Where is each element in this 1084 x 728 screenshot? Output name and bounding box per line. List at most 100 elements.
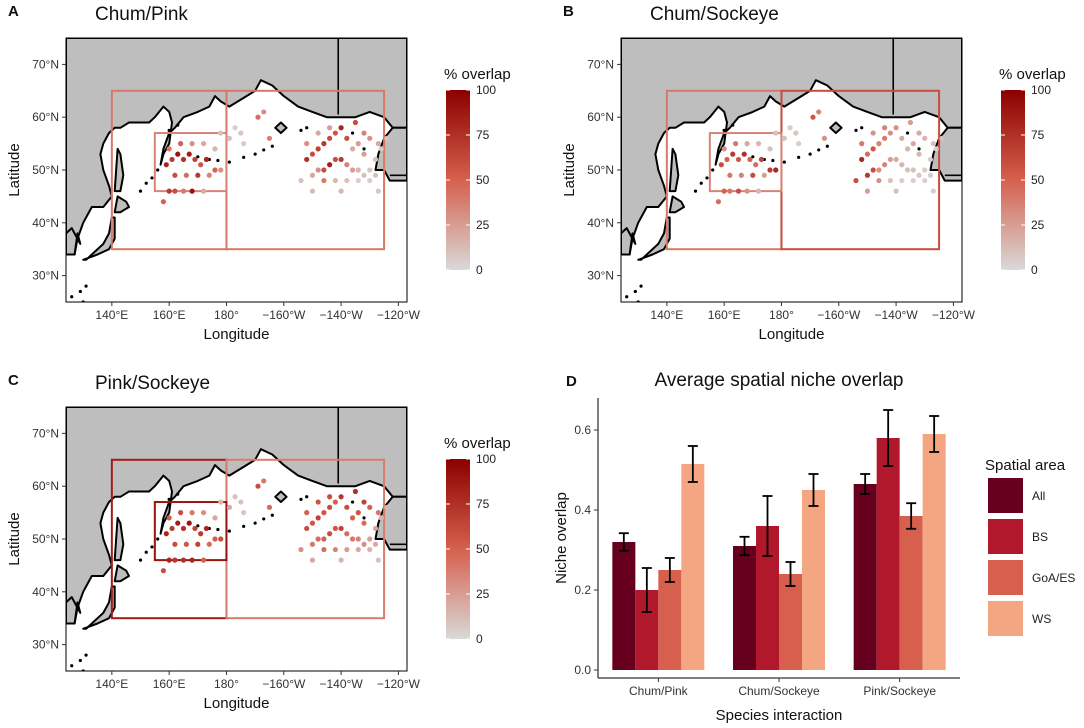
overlap-point (349, 515, 356, 521)
overlap-point (910, 141, 916, 147)
island-mark (167, 128, 171, 132)
x-tick-label: 180° (214, 677, 239, 691)
overlap-point (172, 172, 178, 178)
map-geography (66, 407, 407, 671)
overlap-point (882, 162, 888, 168)
island-mark (70, 295, 74, 299)
overlap-point (332, 156, 338, 163)
overlap-point (922, 177, 928, 184)
island-mark (825, 144, 829, 148)
overlap-point (930, 141, 936, 147)
overlap-point (327, 162, 333, 168)
x-axis-label: Species interaction (716, 707, 843, 724)
island-mark (138, 189, 143, 193)
y-axis-label: Latitude (6, 143, 23, 196)
overlap-point (904, 146, 911, 152)
overlap-point (355, 177, 361, 184)
island-mark (299, 128, 303, 132)
overlap-point (344, 546, 350, 553)
y-tick-label: 40°N (587, 216, 614, 230)
bar-goa-es (658, 570, 682, 670)
overlap-point (361, 151, 367, 157)
legend-label: WS (1032, 612, 1051, 626)
overlap-point (352, 488, 359, 495)
chart-title: Average spatial niche overlap (655, 370, 904, 391)
bar-bs (756, 526, 779, 670)
y-tick-label: 40°N (32, 585, 59, 599)
overlap-point (899, 177, 905, 184)
bar-all (612, 542, 636, 670)
x-tick-label: 140°E (95, 308, 128, 322)
overlap-point (718, 162, 724, 168)
overlap-point (321, 509, 327, 516)
overlap-point (355, 509, 361, 516)
overlap-point (232, 125, 238, 131)
colorbar-label: 75 (476, 128, 490, 142)
overlap-point (864, 151, 871, 157)
overlap-point (904, 167, 911, 173)
overlap-point (876, 167, 882, 173)
x-tick-label: −160°W (817, 308, 861, 322)
overlap-point (887, 156, 893, 163)
overlap-point (372, 172, 379, 178)
overlap-point (349, 167, 356, 173)
overlap-point (180, 557, 187, 563)
y-axis-label: Latitude (561, 143, 578, 196)
panel-title: Chum/Sockeye (650, 4, 779, 25)
overlap-point (378, 515, 384, 521)
overlap-point (893, 125, 899, 131)
island-mark (817, 148, 821, 152)
overlap-point (261, 478, 267, 484)
overlap-point (338, 494, 344, 500)
overlap-point (384, 504, 390, 510)
overlap-point (203, 156, 210, 163)
x-tick-label: 160°E (153, 677, 186, 691)
overlap-point (859, 156, 865, 163)
overlap-point (793, 130, 799, 136)
x-tick-label: −120°W (377, 677, 421, 691)
overlap-point (304, 509, 310, 516)
overlap-point (744, 188, 750, 194)
overlap-point (361, 172, 367, 178)
island-mark (350, 131, 355, 135)
land-polygon (621, 38, 962, 256)
island-mark (196, 524, 200, 528)
overlap-point (327, 494, 333, 500)
overlap-point (218, 499, 224, 505)
overlap-point (255, 483, 261, 489)
island-mark (262, 517, 266, 521)
overlap-point (163, 162, 169, 168)
island-mark (625, 295, 629, 299)
overlap-point (206, 541, 212, 547)
y-tick-label: 0.0 (574, 663, 591, 677)
overlap-point (321, 177, 327, 184)
x-tick-label: −120°W (932, 308, 976, 322)
overlap-point (816, 109, 822, 115)
bar-ws (681, 464, 705, 670)
overlap-point (172, 541, 178, 547)
x-tick-label: 180° (214, 308, 239, 322)
overlap-point (821, 135, 828, 141)
overlap-point (344, 162, 350, 168)
map-geography (621, 38, 962, 302)
x-tick-label: 140°E (95, 677, 128, 691)
y-tick-label: 0.4 (574, 503, 591, 517)
panel-title: Pink/Sockeye (95, 373, 210, 394)
overlap-point (767, 146, 773, 152)
overlap-point (930, 188, 936, 194)
x-axis-label: Longitude (204, 326, 270, 343)
land-polygon (668, 147, 680, 193)
island-mark (305, 126, 309, 130)
overlap-point (870, 146, 876, 152)
x-tick-label: −160°W (262, 677, 306, 691)
land-polygon (113, 195, 130, 214)
overlap-point (180, 188, 187, 194)
x-tick-label: −140°W (320, 308, 364, 322)
island-mark (299, 497, 303, 501)
overlap-point (183, 541, 189, 547)
overlap-point (367, 135, 373, 141)
island-mark (860, 126, 864, 130)
land-polygon (621, 227, 637, 256)
island-mark (633, 289, 637, 294)
y-tick-label: 50°N (32, 163, 59, 177)
